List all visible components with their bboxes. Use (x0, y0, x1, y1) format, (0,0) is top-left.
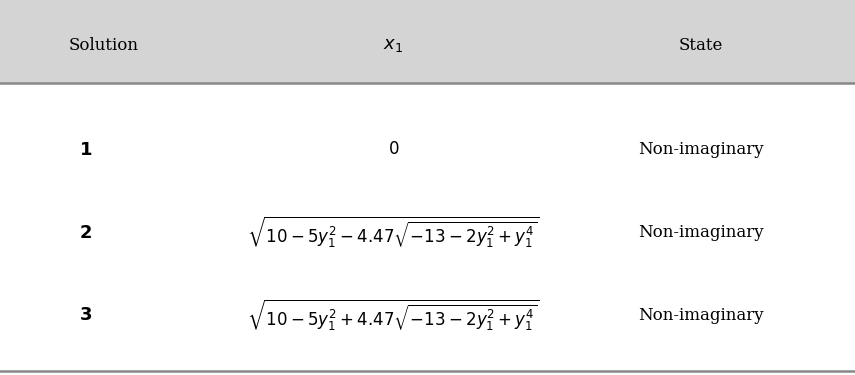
Text: $0$: $0$ (387, 141, 399, 159)
Text: State: State (679, 36, 723, 54)
Text: $\sqrt{10-5y_1^2+4.47\sqrt{-13-2y_1^2+y_1^4}}$: $\sqrt{10-5y_1^2+4.47\sqrt{-13-2y_1^2+y_… (247, 297, 540, 333)
Text: Solution: Solution (68, 36, 139, 54)
Text: Non-imaginary: Non-imaginary (639, 224, 764, 241)
Text: $\sqrt{10-5y_1^2-4.47\sqrt{-13-2y_1^2+y_1^4}}$: $\sqrt{10-5y_1^2-4.47\sqrt{-13-2y_1^2+y_… (247, 215, 540, 250)
Text: $x_1$: $x_1$ (383, 36, 404, 54)
Text: $\mathbf{1}$: $\mathbf{1}$ (79, 141, 92, 159)
Text: Non-imaginary: Non-imaginary (639, 306, 764, 324)
Bar (0, 0, 855, 82)
Text: $\mathbf{2}$: $\mathbf{2}$ (79, 224, 92, 242)
Text: $\mathbf{3}$: $\mathbf{3}$ (79, 306, 92, 324)
Text: Non-imaginary: Non-imaginary (639, 141, 764, 159)
